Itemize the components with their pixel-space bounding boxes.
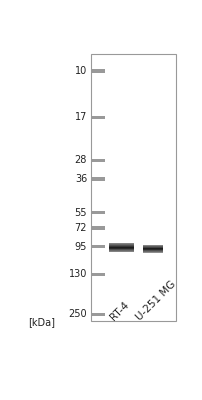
Bar [109,251,134,252]
Bar [109,244,134,245]
Bar [92,245,105,248]
FancyBboxPatch shape [91,54,176,320]
Bar [109,250,134,251]
Bar [109,243,134,244]
Bar [92,116,105,119]
Text: 36: 36 [75,174,87,184]
Text: 72: 72 [75,223,87,233]
Bar [143,249,163,250]
Text: 28: 28 [75,156,87,166]
Bar [92,226,105,230]
Bar [143,247,163,248]
Bar [143,246,163,247]
Bar [92,177,105,180]
Bar [143,250,163,251]
Text: 10: 10 [75,66,87,76]
Bar [143,245,163,246]
Text: 55: 55 [75,208,87,218]
Bar [143,248,163,249]
Text: RT-4: RT-4 [108,300,131,322]
Text: U-251 MG: U-251 MG [135,279,178,322]
Bar [92,211,105,214]
Text: 17: 17 [75,112,87,122]
Bar [143,252,163,253]
Bar [109,247,134,248]
Bar [109,249,134,250]
Bar [109,248,134,249]
Bar [92,313,105,316]
Text: 95: 95 [75,242,87,252]
Bar [143,251,163,252]
Text: 250: 250 [68,310,87,320]
Bar [109,245,134,246]
Bar [92,70,105,73]
Bar [92,159,105,162]
Text: 130: 130 [69,269,87,279]
Bar [92,273,105,276]
Bar [109,246,134,247]
Text: [kDa]: [kDa] [28,317,55,327]
